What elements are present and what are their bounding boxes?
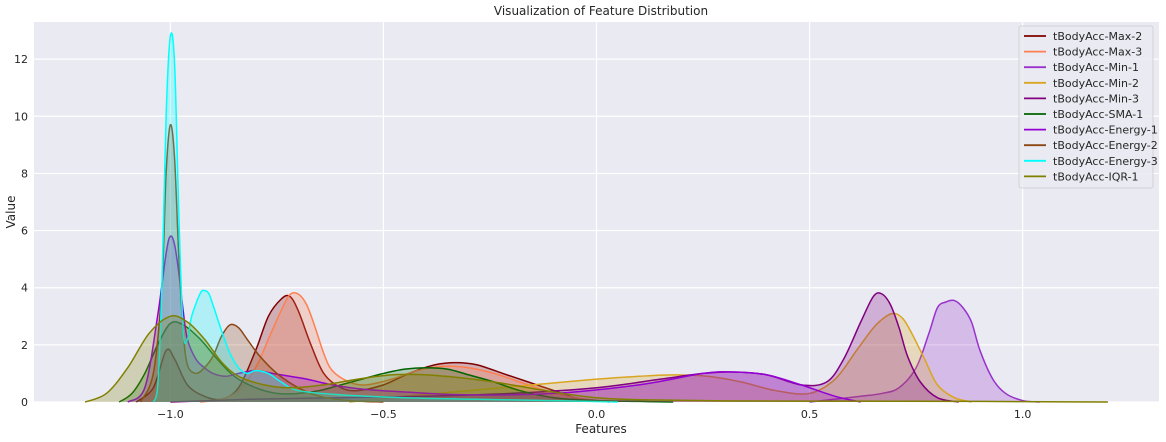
series-line — [135, 294, 610, 403]
y-tick-label: 10 — [14, 110, 28, 123]
y-axis-label: Value — [4, 196, 18, 229]
legend-label: tBodyAcc-Min-3 — [1053, 92, 1139, 105]
legend: tBodyAcc-Max-2 tBodyAcc-Max-3 tBodyAcc-Min… — [1018, 25, 1158, 189]
x-tick-label: −0.5 — [370, 408, 397, 421]
legend-label: tBodyAcc-Min-1 — [1053, 61, 1139, 74]
x-tick-label: −1.0 — [157, 408, 184, 421]
series-line — [127, 235, 861, 403]
y-tick-label: 8 — [21, 167, 28, 180]
grid — [34, 22, 1159, 403]
series-line — [152, 32, 618, 403]
series-area — [153, 32, 618, 402]
series-line — [84, 315, 1108, 403]
series-tBodyAcc-SMA-1 — [118, 320, 674, 403]
y-tick-label: 4 — [21, 282, 28, 295]
series-tBodyAcc-Min-1 — [809, 299, 1040, 403]
legend-label: tBodyAcc-Energy-2 — [1053, 139, 1158, 152]
series-area — [349, 313, 972, 402]
series-area — [119, 321, 674, 402]
legend-label: tBodyAcc-IQR-1 — [1053, 170, 1139, 183]
series-area — [136, 295, 610, 402]
x-axis-label: Features — [575, 422, 627, 436]
series-area — [127, 235, 861, 402]
legend-label: tBodyAcc-Min-2 — [1053, 77, 1139, 90]
y-tick-label: 0 — [21, 396, 28, 409]
series-tBodyAcc-Energy-2 — [139, 123, 384, 403]
series-area — [200, 292, 610, 402]
series-area — [809, 300, 1040, 402]
y-tick-label: 12 — [14, 53, 28, 66]
y-tick-label: 6 — [21, 225, 28, 238]
series-tBodyAcc-Energy-3 — [152, 32, 618, 403]
series-tBodyAcc-Max-2 — [135, 294, 610, 403]
legend-box — [1018, 25, 1154, 189]
chart-title: Visualization of Feature Distribution — [494, 4, 708, 18]
ticks: −1.0 −0.5 0.0 0.5 1.0 0 2 4 6 8 10 12 — [14, 53, 1031, 421]
x-tick-label: 1.0 — [1014, 408, 1032, 421]
series-line — [200, 292, 610, 403]
series-line — [809, 299, 1040, 403]
x-tick-label: 0.0 — [588, 408, 606, 421]
legend-label: tBodyAcc-Max-3 — [1053, 46, 1142, 59]
series-tBodyAcc-Max-3 — [200, 292, 610, 403]
series-line — [118, 320, 674, 403]
series-tBodyAcc-IQR-1 — [84, 315, 1108, 403]
series-line — [139, 123, 384, 403]
series-area — [140, 124, 384, 402]
series-area — [85, 315, 1108, 402]
legend-label: tBodyAcc-Energy-3 — [1053, 155, 1158, 168]
series-layer — [84, 32, 1108, 403]
y-tick-label: 2 — [21, 339, 28, 352]
series-tBodyAcc-Energy-1 — [127, 235, 861, 403]
legend-label: tBodyAcc-Energy-1 — [1053, 124, 1158, 137]
legend-label: tBodyAcc-SMA-1 — [1053, 108, 1143, 121]
legend-label: tBodyAcc-Max-2 — [1053, 30, 1142, 43]
x-tick-label: 0.5 — [801, 408, 819, 421]
